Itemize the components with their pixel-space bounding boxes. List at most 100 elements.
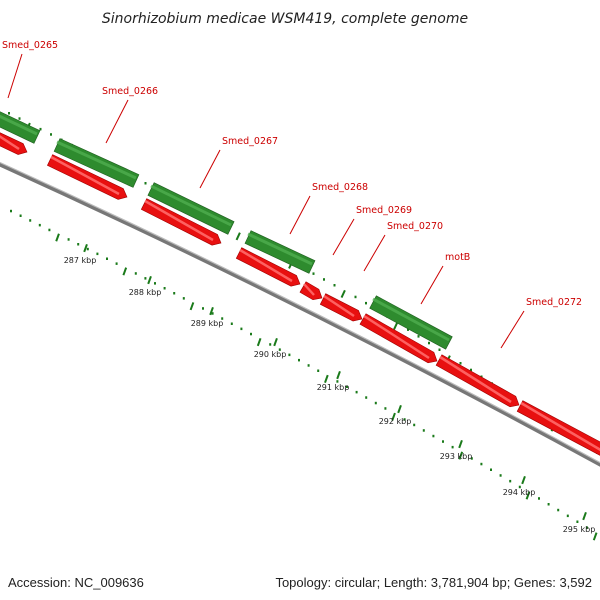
gene-leader-line — [332, 218, 355, 256]
scale-minor-tick — [173, 292, 176, 295]
gene-label[interactable]: Smed_0269 — [356, 205, 412, 216]
reverse-gene-highlight — [239, 248, 293, 283]
forward-minor-tick — [417, 335, 420, 338]
gene-label-layer: Smed_0265 Smed_0266 Smed_0267 Smed_0268 Smed… — [2, 40, 582, 349]
map-title: Sinorhizobium medicae WSM419, complete g… — [102, 11, 468, 27]
kbp-tick — [336, 371, 341, 380]
kbp-tick — [521, 476, 526, 485]
scale-minor-tick — [374, 401, 377, 405]
scale-minor-tick — [422, 429, 425, 432]
forward-gene-block[interactable] — [0, 111, 41, 144]
scale-minor-tick — [67, 238, 70, 241]
scale-minor-tick — [38, 223, 41, 227]
reverse-gene-arrow[interactable] — [435, 354, 520, 408]
reverse-gene-arrow[interactable] — [46, 154, 128, 200]
forward-major-tick — [235, 232, 241, 241]
scale-minor-tick — [48, 228, 51, 232]
gene-label[interactable]: Smed_0265 — [2, 40, 58, 51]
reverse-gene-arrow[interactable] — [516, 400, 600, 457]
scale-minor-tick — [250, 332, 252, 336]
scale-minor-tick — [86, 247, 89, 251]
kbp-label-layer: 287 kbp 288 kbp 289 kbp 290 kbp 291 kbp 292 k… — [64, 244, 595, 534]
scale-minor-tick — [230, 322, 233, 325]
gene-leader-line — [199, 149, 221, 189]
gene-label[interactable]: Smed_0268 — [312, 182, 368, 193]
forward-minor-tick — [470, 368, 472, 372]
kbp-tick — [147, 276, 152, 285]
forward-gene-highlight — [0, 114, 38, 136]
gene-label[interactable]: Smed_0266 — [102, 86, 158, 97]
reverse-gene-highlight — [0, 135, 20, 150]
reverse-strand-genes — [0, 132, 600, 457]
scale-minor-tick — [336, 380, 339, 383]
scale-minor-tick — [355, 390, 358, 394]
kbp-label: 293 kbp — [440, 452, 473, 461]
forward-major-tick — [340, 289, 346, 298]
gene-leader-line — [289, 195, 311, 235]
scale-minor-tick — [413, 423, 416, 427]
gene-leader-line — [363, 234, 386, 272]
forward-gene-block[interactable] — [147, 182, 235, 235]
scale-minor-tick — [154, 282, 156, 285]
scale-minor-tick — [182, 297, 185, 300]
forward-gene-block[interactable] — [369, 295, 453, 350]
scale-minor-tick — [557, 508, 560, 512]
scale-major-tick — [55, 233, 60, 242]
scale-minor-tick — [403, 418, 406, 421]
gene-label[interactable]: Smed_0272 — [526, 297, 582, 308]
kbp-tick — [209, 307, 214, 316]
forward-major-tick — [393, 321, 399, 330]
forward-strand-genes — [0, 111, 453, 350]
reverse-gene-arrow[interactable] — [319, 293, 363, 322]
scale-minor-tick — [202, 307, 204, 310]
genome-stats-text: Topology: circular; Length: 3,781,904 bp… — [275, 575, 592, 590]
reverse-gene-arrow[interactable] — [299, 281, 323, 301]
gene-label[interactable]: Smed_0267 — [222, 136, 278, 147]
kbp-label: 294 kbp — [503, 488, 536, 497]
scale-tick-track — [10, 209, 598, 541]
gene-label[interactable]: motB — [445, 252, 470, 263]
forward-minor-tick — [8, 112, 10, 115]
scale-minor-tick — [547, 503, 550, 506]
forward-gene-block[interactable] — [244, 230, 316, 274]
kbp-tick — [458, 440, 463, 449]
reverse-gene-highlight — [439, 355, 512, 404]
forward-gene-highlight — [247, 232, 313, 266]
reverse-gene-highlight — [144, 199, 214, 242]
forward-minor-tick — [459, 362, 462, 365]
forward-gene-highlight — [150, 184, 232, 227]
scale-minor-tick — [499, 474, 502, 477]
forward-gene-block[interactable] — [53, 138, 140, 188]
scale-minor-tick — [384, 407, 387, 410]
scale-major-tick — [324, 374, 329, 384]
reverse-gene-arrow[interactable] — [235, 247, 301, 287]
scale-minor-tick — [451, 445, 454, 449]
kbp-tick — [582, 512, 587, 521]
scale-minor-tick — [19, 214, 22, 217]
scale-minor-tick — [432, 434, 435, 438]
gene-leader-line — [420, 265, 444, 305]
gene-leader-line — [7, 53, 23, 99]
scale-minor-tick — [278, 348, 281, 351]
reverse-gene-arrow[interactable] — [0, 132, 28, 155]
forward-minor-tick — [323, 278, 325, 281]
scale-minor-tick — [509, 479, 512, 483]
scale-minor-tick — [298, 358, 300, 362]
gene-leader-line — [500, 310, 525, 349]
forward-minor-tick — [354, 295, 357, 299]
reverse-gene-highlight — [323, 295, 355, 317]
gene-leader-line — [105, 99, 129, 144]
forward-minor-tick — [50, 133, 52, 136]
scale-minor-tick — [144, 277, 147, 280]
scale-major-tick — [189, 302, 195, 311]
scale-minor-tick — [442, 440, 444, 443]
reverse-gene-arrow[interactable] — [140, 198, 222, 246]
gene-label[interactable]: Smed_0270 — [387, 221, 443, 232]
scale-minor-tick — [470, 457, 473, 460]
kbp-tick — [83, 244, 88, 253]
genome-backbone — [0, 161, 600, 467]
reverse-gene-arrow[interactable] — [359, 313, 438, 364]
forward-minor-tick — [438, 348, 441, 351]
scale-minor-tick — [490, 468, 492, 471]
